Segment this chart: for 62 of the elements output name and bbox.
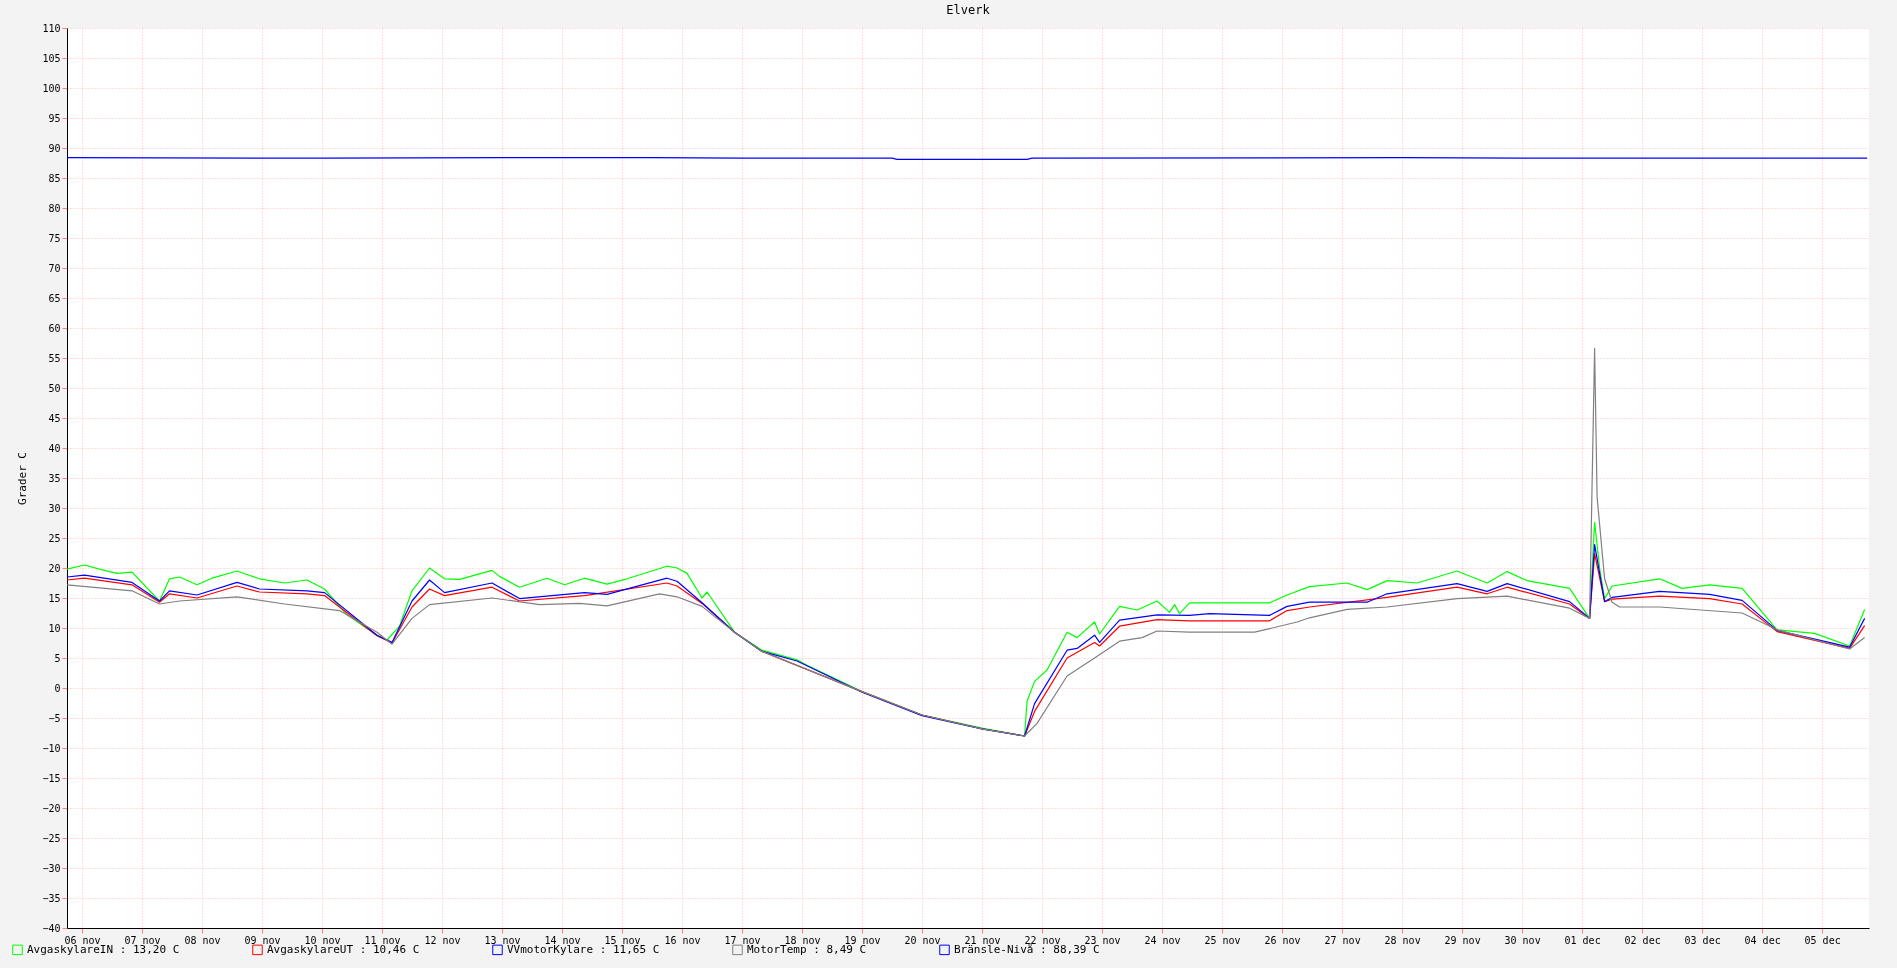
x-tick-label: 04 dec [1744,934,1781,946]
x-tick-label: 27 nov [1324,934,1361,946]
y-tick-label: −20 [42,802,61,814]
y-tick-label: 25 [48,532,61,544]
x-tick-label: 13 nov [484,934,521,946]
x-tick-label: 07 nov [124,934,161,946]
x-tick-label: 17 nov [724,934,761,946]
x-tick-label: 01 dec [1564,934,1601,946]
y-tick-label: 80 [48,202,61,214]
y-tick-label: −40 [42,922,61,934]
x-tick-label: 16 nov [664,934,701,946]
y-axis-title: Grader C [16,452,30,505]
y-tick-label: 5 [54,652,61,664]
y-tick-label: 45 [48,412,61,424]
x-tick-label: 03 dec [1684,934,1721,946]
y-tick-label: 30 [48,502,61,514]
x-tick-label: 23 nov [1084,934,1121,946]
y-tick-label: 75 [48,232,61,244]
y-tick-label: 95 [48,112,61,124]
x-tick-label: 19 nov [844,934,881,946]
x-tick-label: 18 nov [784,934,821,946]
x-tick-label: 20 nov [904,934,941,946]
y-tick-label: −25 [42,832,61,844]
y-tick-label: 0 [54,682,61,694]
x-tick-label: 09 nov [244,934,281,946]
x-tick-label: 24 nov [1144,934,1181,946]
y-tick-label: 100 [42,82,61,94]
y-tick-label: 90 [48,142,61,154]
x-tick-label: 15 nov [604,934,641,946]
y-tick-label: 110 [42,22,61,34]
y-tick-label: 35 [48,472,61,484]
x-tick-label: 21 nov [964,934,1001,946]
x-tick-label: 08 nov [184,934,221,946]
x-tick-label: 10 nov [304,934,341,946]
x-tick-label: 25 nov [1204,934,1241,946]
y-tick-label: 10 [48,622,61,634]
y-tick-label: −15 [42,772,61,784]
y-tick-label: 105 [42,52,61,64]
x-tick-label: 12 nov [424,934,461,946]
y-tick-label: 55 [48,352,61,364]
x-tick-label: 29 nov [1444,934,1481,946]
y-tick-label: 70 [48,262,61,274]
x-tick-label: 02 dec [1624,934,1661,946]
y-tick-label: −30 [42,862,61,874]
x-tick-label: 26 nov [1264,934,1301,946]
y-tick-label: −10 [42,742,61,754]
y-tick-label: 85 [48,172,61,184]
x-tick-label: 14 nov [544,934,581,946]
y-tick-label: −35 [42,892,61,904]
y-tick-label: −5 [48,712,61,724]
y-tick-label: 50 [48,382,61,394]
x-tick-label: 30 nov [1504,934,1541,946]
x-tick-label: 28 nov [1384,934,1421,946]
y-tick-label: 65 [48,292,61,304]
y-tick-label: 20 [48,562,61,574]
x-tick-label: 11 nov [364,934,401,946]
x-tick-label: 06 nov [64,934,101,946]
y-tick-label: 40 [48,442,61,454]
y-tick-label: 60 [48,322,61,334]
x-tick-label: 05 dec [1804,934,1841,946]
chart-title: Elverk [946,3,991,17]
y-tick-label: 15 [48,592,61,604]
